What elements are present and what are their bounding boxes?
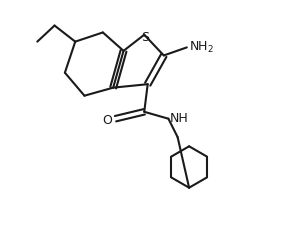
Text: NH$_2$: NH$_2$ [189,40,214,55]
Text: NH: NH [170,112,189,125]
Text: O: O [102,114,112,127]
Text: S: S [141,30,149,44]
